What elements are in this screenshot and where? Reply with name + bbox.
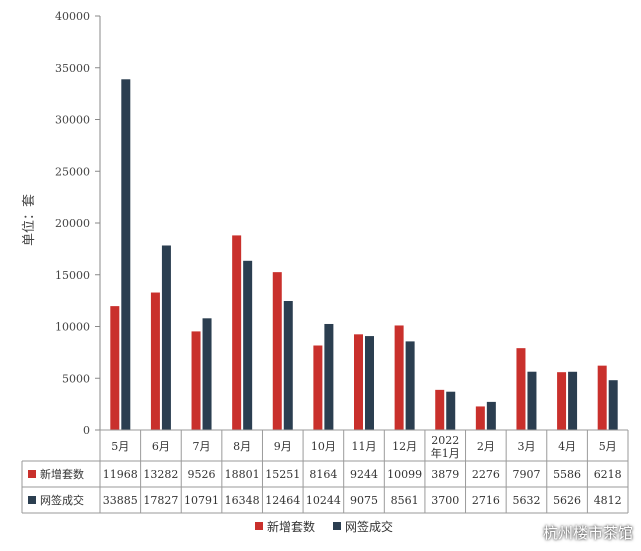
table-legend-swatch bbox=[28, 470, 36, 478]
bar-new-supply bbox=[313, 345, 323, 430]
watermark: 杭州楼市茶馆 bbox=[542, 524, 633, 542]
bar-new-supply bbox=[516, 348, 526, 430]
table-value: 9244 bbox=[350, 468, 378, 481]
x-tick-label: 5月 bbox=[111, 440, 129, 453]
bar-new-supply bbox=[150, 292, 160, 430]
bar-new-supply bbox=[232, 235, 242, 430]
legend-swatch bbox=[255, 522, 263, 530]
legend-label: 网签成交 bbox=[345, 519, 393, 534]
table-value: 5632 bbox=[512, 494, 540, 507]
bar-signed-deals bbox=[283, 300, 293, 430]
bar-new-supply bbox=[435, 389, 445, 430]
bar-signed-deals bbox=[527, 371, 537, 430]
bar-signed-deals bbox=[568, 371, 578, 430]
x-tick-label: 11月 bbox=[352, 440, 377, 453]
bar-new-supply bbox=[475, 406, 485, 430]
table-value: 18801 bbox=[225, 468, 260, 481]
table-value: 13282 bbox=[143, 468, 178, 481]
bar-new-supply bbox=[191, 331, 201, 430]
table-value: 7907 bbox=[512, 468, 540, 481]
y-tick-label: 40000 bbox=[55, 10, 90, 23]
y-tick-label: 0 bbox=[83, 424, 90, 437]
x-tick-label: 5月 bbox=[599, 440, 617, 453]
table-value: 10244 bbox=[306, 494, 341, 507]
bar-signed-deals bbox=[446, 391, 456, 430]
y-tick-label: 25000 bbox=[55, 165, 90, 178]
x-tick-label: 9月 bbox=[274, 440, 292, 453]
table-series-name: 新增套数 bbox=[40, 467, 84, 481]
bar-signed-deals bbox=[324, 323, 334, 430]
x-tick-label: 8月 bbox=[233, 440, 251, 453]
x-tick-label: 10月 bbox=[311, 440, 336, 453]
bar-new-supply bbox=[110, 306, 120, 430]
table-value: 10099 bbox=[387, 468, 422, 481]
x-tick-label: 2月 bbox=[477, 440, 495, 453]
y-tick-label: 20000 bbox=[55, 217, 90, 230]
y-tick-label: 30000 bbox=[55, 114, 90, 127]
table-value: 3700 bbox=[431, 494, 459, 507]
x-tick-label: 4月 bbox=[558, 440, 576, 453]
y-tick-label: 15000 bbox=[55, 269, 90, 282]
table-value: 9075 bbox=[350, 494, 378, 507]
bar-new-supply bbox=[394, 325, 404, 430]
table-value: 2716 bbox=[472, 494, 500, 507]
table-value: 16348 bbox=[225, 494, 260, 507]
bar-signed-deals bbox=[121, 79, 131, 430]
bar-signed-deals bbox=[608, 380, 618, 430]
x-tick-label: 2022 年1月 bbox=[431, 434, 460, 460]
bar-signed-deals bbox=[486, 401, 496, 430]
bar-signed-deals bbox=[365, 336, 374, 430]
table-value: 2276 bbox=[472, 468, 500, 481]
x-tick-label: 12月 bbox=[392, 440, 417, 453]
table-value: 5626 bbox=[553, 494, 581, 507]
bar-signed-deals bbox=[161, 245, 171, 430]
table-value: 8164 bbox=[309, 468, 337, 481]
bar-signed-deals bbox=[405, 341, 415, 430]
y-tick-label: 35000 bbox=[55, 62, 90, 75]
table-value: 3879 bbox=[431, 468, 459, 481]
table-value: 11968 bbox=[103, 468, 138, 481]
table-value: 10791 bbox=[184, 494, 219, 507]
bar-new-supply bbox=[597, 365, 607, 430]
legend-label: 新增套数 bbox=[267, 519, 315, 534]
y-tick-label: 5000 bbox=[62, 372, 90, 385]
table-value: 9526 bbox=[188, 468, 216, 481]
table-series-name: 网签成交 bbox=[40, 493, 84, 507]
bar-new-supply bbox=[272, 272, 282, 430]
table-value: 33885 bbox=[103, 494, 138, 507]
table-value: 15251 bbox=[265, 468, 300, 481]
table-value: 4812 bbox=[594, 494, 622, 507]
table-value: 17827 bbox=[143, 494, 178, 507]
table-value: 12464 bbox=[265, 494, 300, 507]
x-tick-label: 7月 bbox=[193, 440, 211, 453]
bar-signed-deals bbox=[243, 260, 253, 430]
legend-swatch bbox=[333, 522, 341, 530]
y-tick-label: 10000 bbox=[55, 321, 90, 334]
table-value: 8561 bbox=[391, 494, 419, 507]
x-tick-label: 3月 bbox=[517, 440, 535, 453]
x-tick-label: 6月 bbox=[152, 440, 170, 453]
bar-new-supply bbox=[557, 372, 567, 430]
table-value: 5586 bbox=[553, 468, 581, 481]
table-legend-swatch bbox=[28, 496, 36, 504]
bar-new-supply bbox=[354, 334, 363, 430]
table-value: 6218 bbox=[594, 468, 622, 481]
bar-signed-deals bbox=[202, 318, 212, 430]
y-axis-label: 单位：套 bbox=[21, 194, 37, 246]
